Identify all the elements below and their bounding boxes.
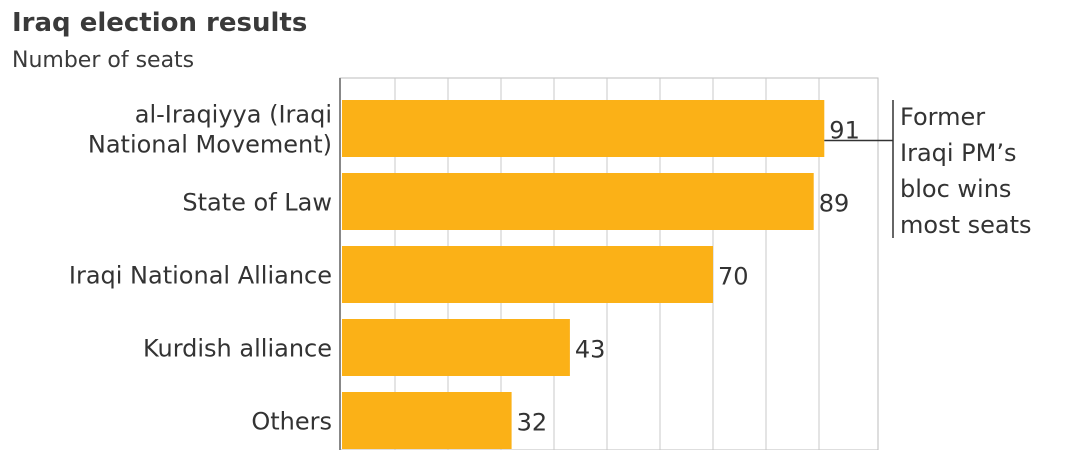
category-label: al-Iraqiyya (Iraqi <box>135 101 332 129</box>
bar <box>342 173 814 230</box>
category-label: National Movement) <box>88 131 332 159</box>
annotation-text: Former <box>900 103 985 131</box>
value-label: 70 <box>718 263 749 291</box>
category-label: Iraqi National Alliance <box>69 262 332 290</box>
bars <box>342 100 825 449</box>
category-label: Kurdish alliance <box>143 335 332 363</box>
bar <box>342 246 713 303</box>
chart-subtitle: Number of seats <box>12 48 195 73</box>
annotation-text: bloc wins <box>900 175 1011 203</box>
annotation-text: Iraqi PM’s <box>900 139 1017 167</box>
bar <box>342 392 512 449</box>
value-label: 89 <box>819 190 850 218</box>
category-label: Others <box>251 408 332 436</box>
bar <box>342 100 825 157</box>
chart-title: Iraq election results <box>12 8 308 38</box>
value-label: 32 <box>517 409 548 437</box>
bar <box>342 319 570 376</box>
category-label: State of Law <box>182 189 332 217</box>
annotation: Former Iraqi PM’s bloc wins most seats <box>824 100 1032 239</box>
value-label: 43 <box>575 336 606 364</box>
annotation-text: most seats <box>900 211 1032 239</box>
